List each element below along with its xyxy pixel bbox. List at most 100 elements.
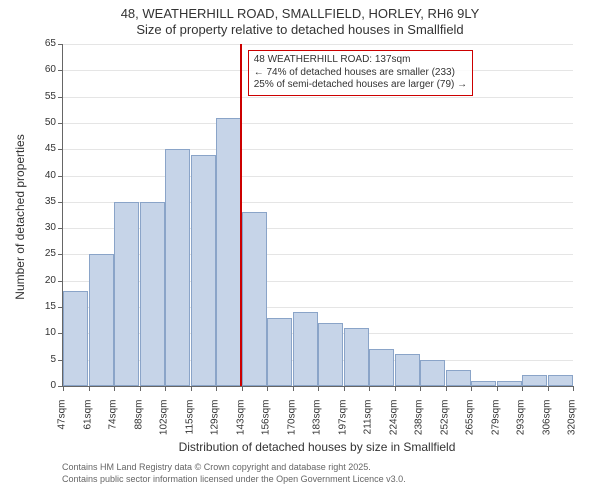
x-tick-mark <box>242 386 243 391</box>
x-tick-label: 47sqm <box>57 400 68 450</box>
x-tick-mark <box>369 386 370 391</box>
gridline <box>63 176 573 177</box>
y-tick-label: 30 <box>34 222 56 233</box>
annotation-line-2: ← 74% of detached houses are smaller (23… <box>254 67 467 80</box>
y-tick-mark <box>58 176 63 177</box>
gridline <box>63 123 573 124</box>
y-tick-label: 55 <box>34 91 56 102</box>
y-tick-mark <box>58 254 63 255</box>
x-tick-label: 224sqm <box>388 400 399 450</box>
chart-title-1: 48, WEATHERHILL ROAD, SMALLFIELD, HORLEY… <box>0 0 600 21</box>
x-tick-label: 279sqm <box>490 400 501 450</box>
y-tick-label: 45 <box>34 143 56 154</box>
y-tick-label: 35 <box>34 196 56 207</box>
histogram-bar <box>63 291 88 386</box>
histogram-bar <box>471 381 496 386</box>
x-tick-label: 320sqm <box>567 400 578 450</box>
y-tick-mark <box>58 202 63 203</box>
histogram-bar <box>420 360 445 386</box>
y-tick-mark <box>58 307 63 308</box>
x-tick-mark <box>344 386 345 391</box>
x-tick-label: 293sqm <box>516 400 527 450</box>
chart-title-2: Size of property relative to detached ho… <box>0 21 600 37</box>
y-tick-mark <box>58 333 63 334</box>
y-tick-mark <box>58 149 63 150</box>
annotation-box: 48 WEATHERHILL ROAD: 137sqm← 74% of deta… <box>248 50 473 96</box>
x-tick-mark <box>420 386 421 391</box>
x-tick-mark <box>522 386 523 391</box>
x-tick-label: 115sqm <box>184 400 195 450</box>
histogram-bar <box>165 149 190 386</box>
histogram-bar <box>522 375 547 386</box>
x-tick-mark <box>395 386 396 391</box>
histogram-bar <box>216 118 241 386</box>
x-tick-label: 183sqm <box>312 400 323 450</box>
x-tick-label: 306sqm <box>541 400 552 450</box>
x-tick-mark <box>140 386 141 391</box>
histogram-bar <box>191 155 216 387</box>
x-tick-label: 211sqm <box>363 400 374 450</box>
y-tick-mark <box>58 97 63 98</box>
x-tick-mark <box>293 386 294 391</box>
gridline <box>63 44 573 45</box>
y-tick-label: 40 <box>34 170 56 181</box>
x-tick-mark <box>446 386 447 391</box>
annotation-line-3: 25% of semi-detached houses are larger (… <box>254 79 467 92</box>
property-marker-line <box>240 44 242 386</box>
annotation-line-1: 48 WEATHERHILL ROAD: 137sqm <box>254 54 467 67</box>
x-tick-mark <box>497 386 498 391</box>
footer-line-2: Contains public sector information licen… <box>62 474 406 486</box>
x-tick-label: 156sqm <box>261 400 272 450</box>
y-tick-label: 5 <box>34 354 56 365</box>
y-tick-label: 50 <box>34 117 56 128</box>
x-tick-mark <box>63 386 64 391</box>
x-tick-label: 88sqm <box>133 400 144 450</box>
x-tick-label: 61sqm <box>82 400 93 450</box>
x-tick-mark <box>89 386 90 391</box>
histogram-bar <box>318 323 343 386</box>
histogram-bar <box>548 375 573 386</box>
footer-attribution: Contains HM Land Registry data © Crown c… <box>62 462 406 485</box>
histogram-bar <box>114 202 139 386</box>
histogram-bar <box>369 349 394 386</box>
x-tick-mark <box>267 386 268 391</box>
x-tick-label: 197sqm <box>337 400 348 450</box>
chart-container: { "title": { "line1": "48, WEATHERHILL R… <box>0 0 600 500</box>
gridline <box>63 97 573 98</box>
x-tick-mark <box>165 386 166 391</box>
plot-area: 48 WEATHERHILL ROAD: 137sqm← 74% of deta… <box>62 44 573 387</box>
histogram-bar <box>446 370 471 386</box>
x-tick-label: 238sqm <box>414 400 425 450</box>
x-tick-mark <box>114 386 115 391</box>
x-tick-label: 129sqm <box>210 400 221 450</box>
x-tick-mark <box>573 386 574 391</box>
x-tick-label: 102sqm <box>159 400 170 450</box>
y-tick-label: 10 <box>34 327 56 338</box>
y-tick-mark <box>58 360 63 361</box>
histogram-bar <box>242 212 267 386</box>
x-tick-mark <box>318 386 319 391</box>
x-tick-mark <box>548 386 549 391</box>
y-tick-label: 15 <box>34 301 56 312</box>
y-tick-mark <box>58 123 63 124</box>
y-tick-mark <box>58 44 63 45</box>
footer-line-1: Contains HM Land Registry data © Crown c… <box>62 462 406 474</box>
x-tick-label: 265sqm <box>465 400 476 450</box>
y-tick-label: 60 <box>34 64 56 75</box>
y-tick-label: 0 <box>34 380 56 391</box>
histogram-bar <box>293 312 318 386</box>
y-tick-label: 25 <box>34 248 56 259</box>
x-tick-label: 74sqm <box>108 400 119 450</box>
x-tick-mark <box>471 386 472 391</box>
x-tick-mark <box>216 386 217 391</box>
histogram-bar <box>267 318 292 386</box>
y-tick-label: 65 <box>34 38 56 49</box>
x-tick-label: 252sqm <box>439 400 450 450</box>
y-tick-mark <box>58 70 63 71</box>
y-tick-mark <box>58 281 63 282</box>
gridline <box>63 149 573 150</box>
x-tick-label: 170sqm <box>286 400 297 450</box>
y-tick-label: 20 <box>34 275 56 286</box>
histogram-bar <box>497 381 522 386</box>
x-tick-label: 143sqm <box>235 400 246 450</box>
